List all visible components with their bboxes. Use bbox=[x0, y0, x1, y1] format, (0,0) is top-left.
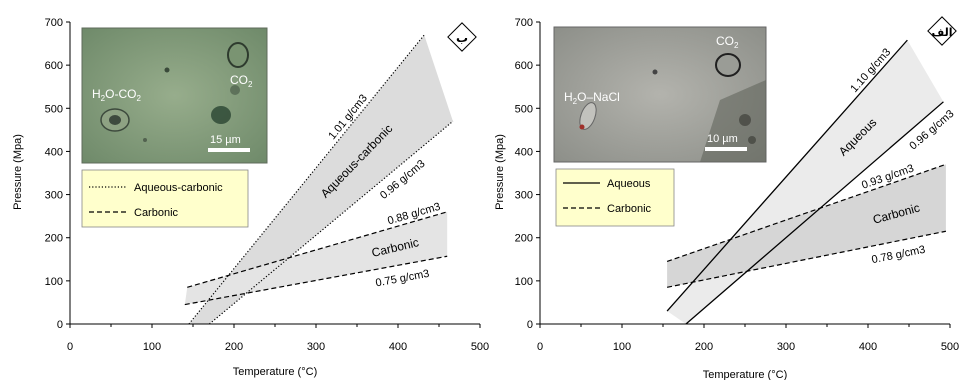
y-axis-label-left: Pressure (Mpa) bbox=[12, 134, 24, 210]
y-tick-label-100: 100 bbox=[515, 276, 533, 288]
x-tick-label-500: 500 bbox=[941, 341, 959, 353]
x-tick-label-400: 400 bbox=[859, 341, 877, 353]
legend-entry-aqueous: Aqueous bbox=[607, 178, 651, 190]
density-line-1-10-g-cm3-right bbox=[666, 39, 908, 312]
y-tick-label-100: 100 bbox=[45, 276, 63, 288]
legend-left: Aqueous-carbonic Carbonic bbox=[81, 169, 249, 228]
region-aqueous-carbonic-left bbox=[188, 34, 453, 324]
axes-right bbox=[536, 21, 951, 328]
panel-label-right: الف bbox=[927, 16, 957, 46]
photo-scale-label-left: 15 µm bbox=[210, 134, 241, 146]
y-tick-label-400: 400 bbox=[515, 146, 533, 158]
line-label-0-75-g-cm3-left: 0.75 g/cm3 bbox=[375, 268, 431, 290]
x-tick-label-100: 100 bbox=[613, 341, 631, 353]
x-tick-label-500: 500 bbox=[471, 341, 489, 353]
density-line-0-78-g-cm3-right bbox=[666, 230, 947, 288]
y-tick-label-600: 600 bbox=[45, 60, 63, 72]
density-line-0-88-g-cm3-left bbox=[187, 211, 448, 288]
legend-entry-carbonic-right: Carbonic bbox=[607, 203, 652, 215]
density-line-0-96-g-cm3-right bbox=[685, 101, 944, 324]
y-tick-label-500: 500 bbox=[45, 103, 63, 115]
photo-scale-bar-left bbox=[208, 148, 250, 152]
y-tick-label-200: 200 bbox=[45, 233, 63, 245]
density-lines-right bbox=[666, 39, 947, 324]
axes-left bbox=[66, 21, 481, 328]
regions-left bbox=[184, 34, 453, 324]
photo-label-h2o-co2: H2O-CO2 bbox=[92, 87, 141, 103]
chart-panel-left: 0 100 200 300 400 500 0 100 200 300 400 500 600 700 T… bbox=[12, 17, 489, 378]
x-axis-label-right: Temperature (°C) bbox=[703, 369, 787, 380]
x-tick-label-200: 200 bbox=[225, 341, 243, 353]
legend-entry-carbonic-left: Carbonic bbox=[134, 207, 179, 219]
region-carbonic-right bbox=[667, 164, 946, 288]
x-tick-label-200: 200 bbox=[695, 341, 713, 353]
svg-text:الف: الف bbox=[931, 27, 952, 39]
x-tick-label-400: 400 bbox=[389, 341, 407, 353]
photo-label-co2-right: CO2 bbox=[716, 34, 739, 50]
x-tick-label-300: 300 bbox=[777, 341, 795, 353]
tick-labels-left: 0 100 200 300 400 500 0 100 200 300 400 500 600 700 bbox=[45, 17, 490, 353]
regions-right bbox=[667, 40, 946, 324]
x-tick-label-0: 0 bbox=[537, 341, 543, 353]
density-line-0-93-g-cm3-right bbox=[666, 163, 947, 263]
y-tick-label-0: 0 bbox=[527, 319, 533, 331]
inclusion-photo-right: H2O–NaCl CO2 10 µm bbox=[553, 26, 767, 163]
y-tick-label-700: 700 bbox=[45, 17, 63, 29]
y-tick-label-0: 0 bbox=[57, 319, 63, 331]
line-label-0-78-g-cm3-right: 0.78 g/cm3 bbox=[871, 244, 927, 266]
x-tick-label-100: 100 bbox=[143, 341, 161, 353]
y-axis-label-right: Pressure (Mpa) bbox=[494, 134, 506, 210]
y-tick-label-200: 200 bbox=[515, 233, 533, 245]
y-tick-label-500: 500 bbox=[515, 103, 533, 115]
y-tick-label-400: 400 bbox=[45, 146, 63, 158]
density-line-0-75-g-cm3-left bbox=[184, 255, 448, 306]
x-tick-label-0: 0 bbox=[67, 341, 73, 353]
svg-text:ب: ب bbox=[456, 31, 468, 45]
y-tick-label-300: 300 bbox=[515, 190, 533, 202]
photo-label-co2-left: CO2 bbox=[230, 73, 253, 89]
inclusion-photo-left: H2O-CO2 CO2 15 µm bbox=[81, 27, 268, 164]
photo-label-h2o-nacl: H2O–NaCl bbox=[564, 90, 620, 106]
legend-entry-aqueous-carbonic: Aqueous-carbonic bbox=[134, 182, 223, 194]
panel-label-left: ب bbox=[447, 22, 477, 52]
chart-panel-right: 0 100 200 300 400 500 0 100 200 300 400 500 600 700 T… bbox=[494, 16, 960, 380]
y-tick-label-700: 700 bbox=[515, 17, 533, 29]
y-tick-label-600: 600 bbox=[515, 60, 533, 72]
photo-scale-bar-right bbox=[705, 147, 747, 151]
legend-right: Aqueous Carbonic bbox=[555, 168, 675, 227]
x-axis-label-left: Temperature (°C) bbox=[233, 366, 317, 378]
tick-labels-right: 0 100 200 300 400 500 0 100 200 300 400 500 600 700 bbox=[515, 17, 960, 353]
photo-scale-label-right: 10 µm bbox=[707, 133, 738, 145]
y-tick-label-300: 300 bbox=[45, 190, 63, 202]
x-tick-label-300: 300 bbox=[307, 341, 325, 353]
region-carbonic-left bbox=[184, 211, 448, 305]
density-line-1-01-g-cm3-left bbox=[188, 34, 425, 324]
density-lines-left bbox=[184, 34, 454, 324]
